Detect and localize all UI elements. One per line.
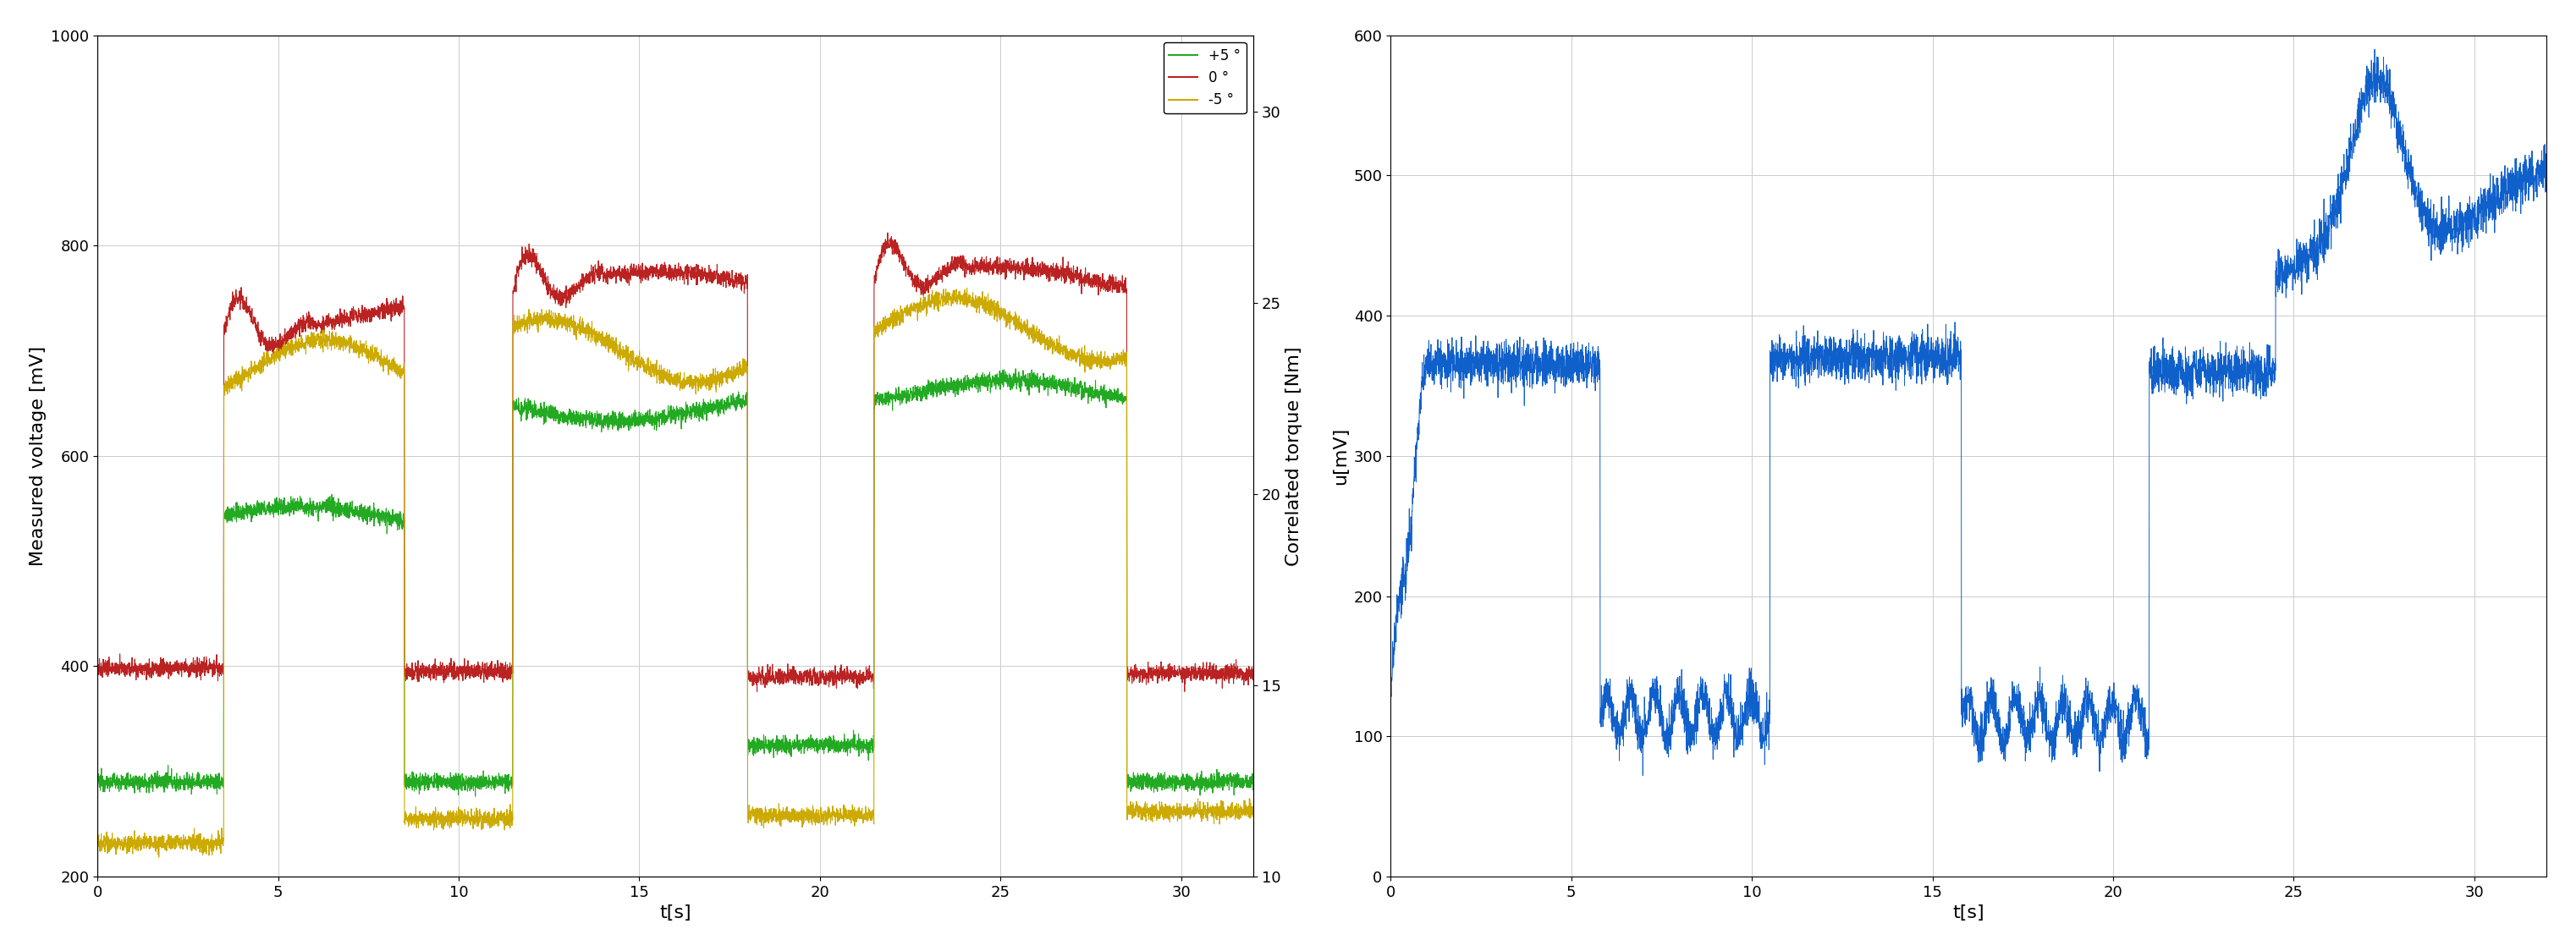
-5 ° <box>951 282 981 294</box>
+5 ° <box>381 515 412 527</box>
Line: -5 °: -5 ° <box>98 288 1252 857</box>
-5 ° <box>185 836 216 847</box>
0 ° <box>742 686 773 697</box>
+5 ° <box>392 781 422 792</box>
-5 ° <box>144 851 175 863</box>
-5 ° <box>82 841 113 852</box>
Y-axis label: Measured voltage [mV]: Measured voltage [mV] <box>28 346 46 566</box>
+5 ° <box>999 363 1030 375</box>
-5 ° <box>992 307 1023 319</box>
X-axis label: t[s]: t[s] <box>659 904 690 922</box>
0 ° <box>1236 664 1267 675</box>
+5 ° <box>222 497 252 509</box>
0 ° <box>992 258 1023 269</box>
-5 ° <box>1236 811 1267 823</box>
0 ° <box>392 670 422 681</box>
-5 ° <box>263 350 294 361</box>
0 ° <box>222 284 252 296</box>
Y-axis label: u[mV]: u[mV] <box>1332 427 1350 485</box>
0 ° <box>381 301 412 312</box>
0 ° <box>263 342 294 354</box>
0 ° <box>82 662 113 673</box>
+5 ° <box>992 376 1023 387</box>
+5 ° <box>1236 776 1267 787</box>
-5 ° <box>381 367 412 378</box>
-5 ° <box>392 812 422 824</box>
+5 ° <box>459 790 489 802</box>
-5 ° <box>222 377 252 388</box>
Line: 0 °: 0 ° <box>98 233 1252 691</box>
Y-axis label: Correlated torque [Nm]: Correlated torque [Nm] <box>1285 346 1303 566</box>
0 ° <box>185 660 216 671</box>
Legend: +5 °, 0 °, -5 °: +5 °, 0 °, -5 ° <box>1164 43 1247 113</box>
+5 ° <box>185 778 216 789</box>
0 ° <box>873 227 904 239</box>
Line: +5 °: +5 ° <box>98 369 1252 796</box>
+5 ° <box>263 504 294 515</box>
+5 ° <box>82 777 113 788</box>
X-axis label: t[s]: t[s] <box>1953 904 1984 922</box>
